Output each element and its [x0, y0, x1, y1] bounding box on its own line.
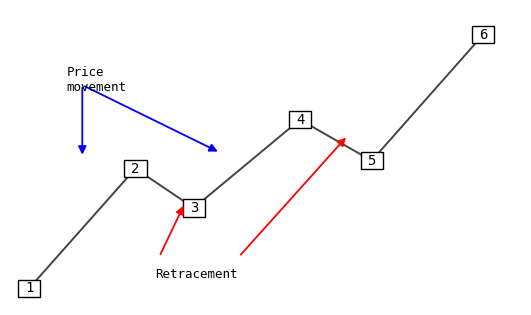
Text: 1: 1 [25, 281, 33, 295]
Text: 6: 6 [479, 28, 487, 42]
Bar [361, 152, 383, 169]
Bar [124, 160, 147, 177]
Bar [472, 26, 494, 43]
Bar [183, 199, 205, 217]
Bar [18, 280, 40, 297]
Bar [289, 111, 311, 129]
Text: 4: 4 [296, 113, 304, 127]
Text: 2: 2 [131, 162, 140, 175]
Text: 5: 5 [367, 154, 376, 168]
Text: 3: 3 [190, 201, 198, 215]
Text: Retracement: Retracement [155, 268, 238, 281]
Text: Price
movement: Price movement [66, 66, 126, 94]
